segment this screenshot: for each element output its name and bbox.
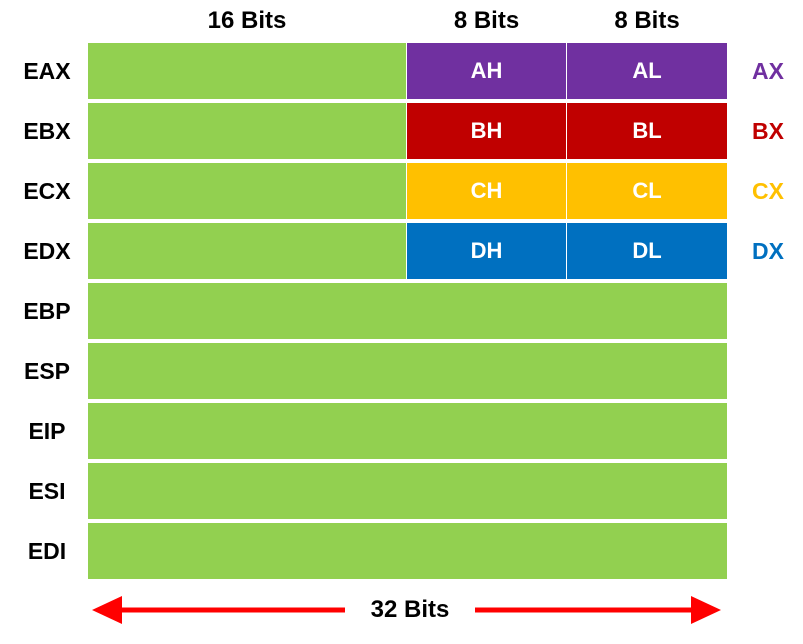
word-register-label-bx: BX <box>752 118 784 144</box>
register-ecx-upper-16 <box>88 163 406 219</box>
register-ebx-high-byte: BH <box>407 103 566 159</box>
register-edx-low-byte: DL <box>567 223 727 279</box>
register-label-eax: EAX <box>23 58 71 84</box>
register-ebp-bar <box>88 283 727 339</box>
register-eax-high-byte: AH <box>407 43 566 99</box>
header-8-bits-low: 8 Bits <box>614 7 680 34</box>
register-eip-bar <box>88 403 727 459</box>
register-edx-upper-16 <box>88 223 406 279</box>
register-ecx-low-byte: CL <box>567 163 727 219</box>
register-label-eip: EIP <box>28 418 66 444</box>
header-8-bits-high: 8 Bits <box>453 7 520 34</box>
register-ecx-high-byte: CH <box>407 163 566 219</box>
register-eax-low-byte: AL <box>567 43 727 99</box>
register-esi-bar <box>88 463 727 519</box>
register-eax-upper-16 <box>88 43 406 99</box>
word-register-label-dx: DX <box>752 238 784 264</box>
register-edx-high-byte: DH <box>407 223 566 279</box>
register-edi-bar <box>88 523 727 579</box>
register-label-edi: EDI <box>27 538 67 564</box>
register-ebx-low-byte: BL <box>567 103 727 159</box>
register-label-ecx: ECX <box>23 178 71 204</box>
register-label-edx: EDX <box>23 238 71 264</box>
register-label-esi: ESI <box>28 478 66 504</box>
register-esp-bar <box>88 343 727 399</box>
register-label-ebp: EBP <box>23 298 71 324</box>
word-register-label-ax: AX <box>752 58 784 84</box>
total-bits-label: 32 Bits <box>345 592 475 628</box>
register-label-ebx: EBX <box>23 118 71 144</box>
register-ebx-upper-16 <box>88 103 406 159</box>
arrow-head-right <box>691 596 721 624</box>
register-label-esp: ESP <box>23 358 71 384</box>
header-16-bits: 16 Bits <box>207 7 287 34</box>
word-register-label-cx: CX <box>752 178 784 204</box>
arrow-head-left <box>92 596 122 624</box>
